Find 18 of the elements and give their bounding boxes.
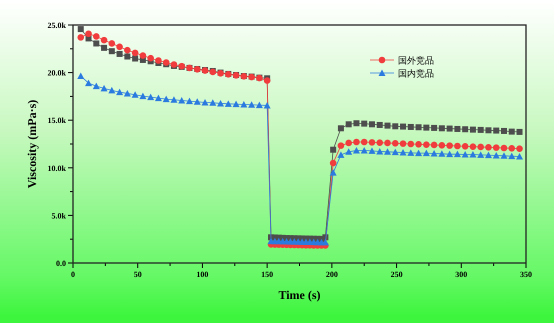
x-tick-label: 0	[71, 270, 75, 279]
legend-label: 国内竞品	[398, 68, 434, 78]
y-tick-label: 10.0k	[48, 164, 67, 173]
x-tick-label: 50	[134, 270, 142, 279]
y-tick-label: 5.0k	[52, 211, 67, 220]
y-axis-title: Viscosity (mPa·s)	[25, 100, 39, 188]
x-tick-label: 300	[455, 270, 468, 279]
x-tick-label: 200	[326, 270, 338, 279]
y-tick-label: 20.0k	[48, 68, 67, 78]
x-axis-title: Time (s)	[278, 288, 321, 302]
y-tick-label: 0.0	[56, 259, 66, 268]
legend-label: 国外竞品	[398, 56, 434, 66]
x-tick-label: 100	[196, 270, 208, 279]
y-tick-label: 15.0k	[48, 116, 67, 126]
x-tick-label: 250	[390, 270, 403, 279]
x-tick-label: 150	[261, 270, 274, 279]
y-tick-label: 25.0k	[48, 21, 67, 30]
x-tick-label: 350	[520, 270, 532, 279]
